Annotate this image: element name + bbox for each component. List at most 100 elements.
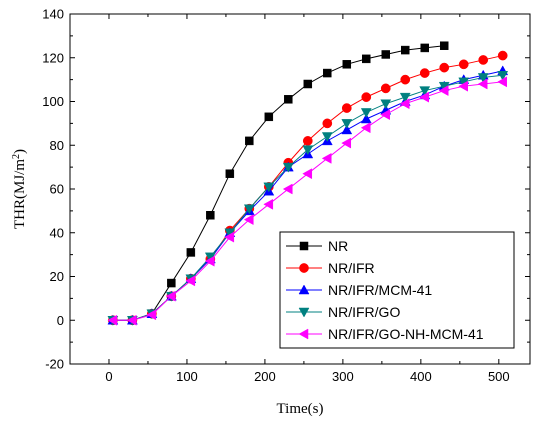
y-axis-title-close: ) <box>12 149 28 154</box>
series-5 <box>107 76 507 326</box>
data-point <box>360 122 371 134</box>
data-point <box>323 68 332 78</box>
data-point <box>477 73 489 83</box>
data-point <box>381 50 391 59</box>
data-point <box>439 62 450 73</box>
y-tick-label: 40 <box>50 225 64 240</box>
data-point <box>224 231 235 243</box>
data-point <box>263 198 274 210</box>
data-point <box>341 124 353 135</box>
legend-marker <box>299 263 309 273</box>
y-axis-title: THR(MJ/m2) <box>11 149 29 229</box>
data-point <box>206 211 215 220</box>
legend-marker <box>298 328 309 340</box>
data-point <box>225 169 235 178</box>
data-point <box>419 91 429 103</box>
data-point <box>284 95 293 104</box>
legend-item: NR/IFR/GO-NH-MCM-41 <box>286 326 484 342</box>
x-tick-label: 0 <box>105 369 112 384</box>
legend-item: NR/IFR <box>286 260 375 276</box>
x-tick-label: 400 <box>410 369 432 384</box>
x-axis-title: Time(s) <box>277 401 324 417</box>
data-point <box>245 136 254 146</box>
data-point <box>322 118 333 129</box>
data-point <box>420 43 429 53</box>
legend-item: NR/IFR/GO <box>286 304 400 320</box>
data-point <box>478 55 489 65</box>
legend-item: NR <box>286 238 348 254</box>
legend-label: NR/IFR/GO <box>328 304 400 320</box>
data-point <box>362 54 371 64</box>
data-point <box>497 71 509 81</box>
legend-marker <box>299 241 309 251</box>
data-point <box>400 74 411 85</box>
data-point <box>107 314 118 326</box>
data-point <box>380 109 391 121</box>
y-tick-label: -20 <box>45 357 64 372</box>
data-point <box>186 248 196 257</box>
data-point <box>399 98 410 110</box>
data-point <box>126 314 137 326</box>
data-point <box>380 83 391 94</box>
x-tick-label: 100 <box>176 369 198 384</box>
legend-label: NR/IFR/GO-NH-MCM-41 <box>328 326 484 342</box>
series-layer <box>107 41 509 326</box>
data-point <box>243 204 255 215</box>
data-point <box>243 214 254 226</box>
data-point <box>204 255 215 267</box>
axis-ticks: 0 100 200 300 400 500 -20 0 20 40 60 80 100 120 140 <box>42 7 530 384</box>
y-tick-label: 80 <box>50 138 64 153</box>
x-tick-label: 300 <box>332 369 354 384</box>
data-point <box>302 136 313 146</box>
data-point <box>341 119 353 129</box>
data-point <box>439 41 449 50</box>
x-tick-label: 200 <box>254 369 276 384</box>
legend-label: NR <box>328 238 348 254</box>
y-tick-label: 120 <box>42 50 64 65</box>
data-point <box>360 113 372 124</box>
data-point <box>360 108 372 118</box>
data-point <box>302 145 314 156</box>
y-tick-label: 60 <box>50 182 64 197</box>
data-point <box>380 99 392 110</box>
data-point <box>477 78 488 90</box>
data-point <box>263 182 275 193</box>
data-point <box>497 76 507 88</box>
data-point <box>401 45 410 55</box>
data-point <box>342 60 352 69</box>
data-point <box>399 92 411 103</box>
data-point <box>361 92 372 102</box>
data-point <box>282 183 293 195</box>
y-axis-title-main: THR(MJ/m <box>12 159 28 229</box>
y-tick-label: 140 <box>42 7 64 22</box>
data-point <box>419 86 431 97</box>
data-point <box>321 152 332 164</box>
legend: NR NR/IFR NR/IFR/MCM-41 NR/IFR/GO NR/IFR/GO-… <box>279 231 515 349</box>
y-tick-label: 0 <box>57 313 64 328</box>
data-point <box>282 162 294 173</box>
data-point <box>165 290 176 302</box>
data-point <box>321 132 333 143</box>
legend-marker <box>298 307 310 318</box>
data-point <box>341 137 352 149</box>
x-tick-label: 500 <box>488 369 510 384</box>
data-point <box>458 80 468 92</box>
y-tick-label: 100 <box>42 94 64 109</box>
legend-item: NR/IFR/MCM-41 <box>286 282 432 298</box>
data-point <box>497 50 508 61</box>
data-point <box>264 112 274 122</box>
legend-marker <box>298 284 310 295</box>
y-tick-label: 20 <box>50 269 64 284</box>
data-point <box>167 278 176 288</box>
data-point <box>185 275 196 287</box>
data-point <box>303 79 313 89</box>
data-point <box>419 68 430 78</box>
data-point <box>458 59 469 70</box>
data-point <box>341 103 352 113</box>
data-point <box>438 85 449 96</box>
data-point <box>146 309 157 321</box>
y-axis-title-sup: 2 <box>11 154 22 159</box>
data-point <box>302 168 313 180</box>
legend-label: NR/IFR/MCM-41 <box>328 282 432 298</box>
